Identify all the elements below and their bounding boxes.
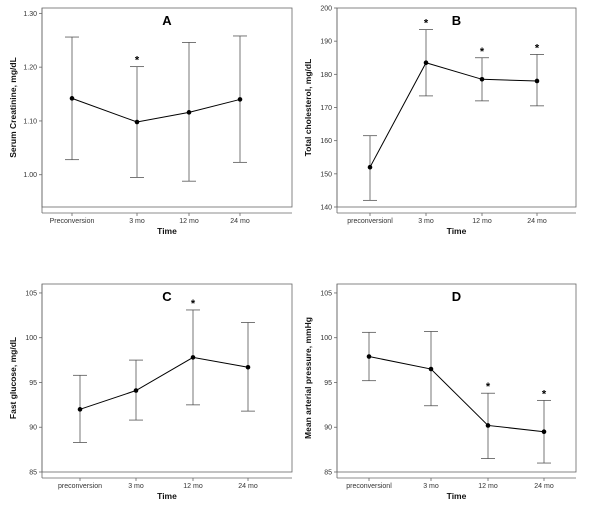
significance-star-b: * xyxy=(535,42,540,54)
mean-line-d xyxy=(368,356,545,433)
data-point-d xyxy=(428,366,434,372)
data-point-d xyxy=(485,423,491,428)
x-tick-label-b: 3 mo xyxy=(418,218,434,225)
data-point-c xyxy=(77,407,83,412)
data-point-d xyxy=(366,354,372,359)
data-point-c xyxy=(190,355,196,360)
data-point-c xyxy=(133,388,139,393)
significance-star-b: * xyxy=(424,18,429,30)
x-tick-label-b: 12 mo xyxy=(472,218,492,225)
y-tick-label-a: 1.10 xyxy=(23,118,37,125)
y-tick-label-d: 95 xyxy=(324,380,332,387)
x-axis-label-d: Time xyxy=(447,491,467,501)
y-tick-label-d: 85 xyxy=(324,470,332,477)
data-point-a xyxy=(134,119,140,125)
y-tick-label-b: 190 xyxy=(320,39,332,46)
x-tick-label-c: 12 mo xyxy=(183,483,203,490)
x-tick-label-d: preconversionl xyxy=(346,483,392,490)
y-tick-label-a: 1.00 xyxy=(23,172,37,179)
y-tick-label-d: 100 xyxy=(320,335,332,342)
data-point-c xyxy=(245,364,251,370)
plot-frame-c xyxy=(41,283,293,473)
x-tick-label-a: 12 mo xyxy=(179,218,199,225)
x-tick-label-c: 24 mo xyxy=(238,483,258,490)
panel-label-d: D xyxy=(452,289,461,304)
data-point-b xyxy=(423,60,429,66)
x-axis-label-a: Time xyxy=(157,226,177,236)
y-tick-label-c: 95 xyxy=(29,380,37,387)
data-point-d xyxy=(541,429,547,435)
data-point-b xyxy=(479,77,485,82)
x-tick-label-d: 24 mo xyxy=(534,483,554,490)
x-axis-label-b: Time xyxy=(447,226,467,236)
y-tick-label-a: 1.20 xyxy=(23,65,37,72)
data-point-a xyxy=(186,110,192,115)
y-tick-label-b: 200 xyxy=(320,6,332,13)
x-tick-label-c: 3 mo xyxy=(128,483,144,490)
data-point-b xyxy=(534,78,540,84)
panel-label-c: C xyxy=(162,289,172,304)
y-tick-label-b: 140 xyxy=(320,205,332,212)
mean-line-b xyxy=(369,62,538,168)
y-tick-label-b: 170 xyxy=(320,105,332,112)
panel-label-b: B xyxy=(452,13,461,28)
y-tick-label-b: 150 xyxy=(320,171,332,178)
x-tick-label-d: 3 mo xyxy=(423,483,439,490)
y-tick-label-d: 105 xyxy=(320,290,332,297)
y-tick-label-c: 100 xyxy=(25,335,37,342)
y-axis-label-b: Total cholesterol, mg/dL xyxy=(303,59,313,157)
significance-star-d: * xyxy=(486,381,491,393)
significance-star-d: * xyxy=(542,388,547,400)
x-axis-label-c: Time xyxy=(157,491,177,501)
significance-star-c: * xyxy=(191,298,196,310)
plot-frame-b xyxy=(336,7,577,208)
x-tick-label-d: 12 mo xyxy=(478,483,498,490)
x-tick-label-b: 24 mo xyxy=(527,218,547,225)
plot-frame-d xyxy=(336,283,577,473)
data-point-b xyxy=(367,164,373,170)
y-tick-label-a: 1.30 xyxy=(23,11,37,18)
y-tick-label-c: 90 xyxy=(29,425,37,432)
data-point-a xyxy=(69,96,75,101)
y-tick-label-c: 85 xyxy=(29,470,37,477)
x-tick-label-c: preconversion xyxy=(58,483,102,490)
x-tick-label-a: Preconversion xyxy=(50,218,95,225)
y-axis-label-c: Fast glucose, mg/dL xyxy=(8,337,18,419)
mean-line-c xyxy=(79,356,249,410)
x-tick-label-a: 24 mo xyxy=(230,218,250,225)
x-tick-label-a: 3 mo xyxy=(129,218,145,225)
mean-line-a xyxy=(71,97,241,123)
y-tick-label-b: 180 xyxy=(320,72,332,79)
significance-star-a: * xyxy=(135,55,140,67)
y-tick-label-c: 105 xyxy=(25,290,37,297)
plot-frame-a xyxy=(41,7,293,208)
y-axis-label-a: Serum Creatinine, mg/dL xyxy=(8,57,18,158)
y-axis-label-d: Mean arterial pressure, mmHg xyxy=(303,317,313,439)
x-tick-label-b: preconversionl xyxy=(347,218,393,225)
y-tick-label-d: 90 xyxy=(324,425,332,432)
data-point-a xyxy=(237,97,243,102)
panel-label-a: A xyxy=(162,13,172,28)
significance-star-b: * xyxy=(480,46,485,58)
y-tick-label-b: 160 xyxy=(320,138,332,145)
